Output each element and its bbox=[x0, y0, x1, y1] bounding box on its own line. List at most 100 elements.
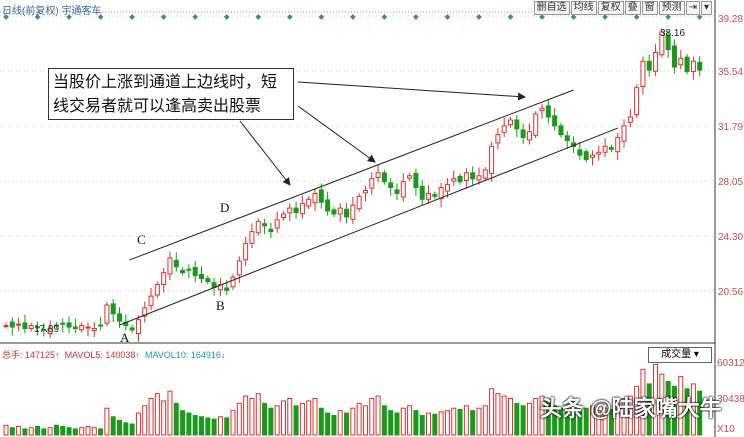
volume-bar bbox=[211, 418, 217, 436]
candle bbox=[173, 259, 179, 268]
volume-bar bbox=[571, 412, 577, 436]
candle bbox=[489, 145, 495, 174]
event-marker bbox=[129, 14, 135, 20]
candle bbox=[318, 189, 324, 203]
candle bbox=[41, 328, 47, 331]
volume-bar bbox=[552, 405, 558, 436]
volume-bar bbox=[167, 390, 173, 436]
volume-bar bbox=[280, 400, 286, 436]
volume-bar bbox=[249, 398, 255, 436]
volume-bar bbox=[318, 407, 324, 436]
point-d-label: D bbox=[220, 200, 230, 215]
toolbar-button-0[interactable]: 删自选 bbox=[533, 1, 570, 15]
toolbar-button-7[interactable]: ▾ bbox=[700, 1, 712, 15]
volume-bar bbox=[9, 427, 15, 436]
toolbar-button-4[interactable]: 窗 bbox=[641, 1, 658, 15]
candle bbox=[362, 189, 368, 194]
candle bbox=[438, 187, 444, 200]
candle bbox=[16, 323, 22, 326]
volume-bar bbox=[583, 407, 589, 436]
volume-bar bbox=[41, 428, 47, 436]
candle bbox=[671, 45, 677, 68]
candle bbox=[9, 321, 15, 328]
candle bbox=[659, 31, 665, 56]
event-marker bbox=[507, 14, 514, 20]
volume-bar bbox=[154, 393, 160, 436]
candle bbox=[545, 105, 551, 118]
volume-bar bbox=[350, 407, 356, 436]
candle bbox=[236, 260, 242, 276]
annotation-arrow bbox=[297, 81, 526, 101]
candle bbox=[684, 56, 690, 73]
volume-bar bbox=[362, 405, 368, 436]
volume-bar bbox=[444, 410, 450, 436]
candle bbox=[306, 198, 312, 207]
candle bbox=[192, 266, 198, 277]
candle bbox=[85, 326, 91, 329]
candle bbox=[539, 107, 545, 112]
candle bbox=[400, 181, 406, 198]
candle bbox=[621, 125, 627, 142]
y-tick-label: 35.54 bbox=[718, 67, 743, 78]
toolbar: 删自选 均线 复权叠窗预测 ⇥ ▾ bbox=[533, 1, 712, 15]
volume-bar bbox=[539, 395, 545, 436]
event-marker bbox=[602, 14, 608, 20]
volume-bar bbox=[653, 363, 659, 436]
point-b-label: B bbox=[216, 298, 225, 313]
candle bbox=[72, 326, 78, 330]
volume-bar bbox=[299, 402, 305, 436]
candle bbox=[91, 328, 97, 332]
mavol10: MAVOL10: 164916↓ bbox=[144, 350, 226, 360]
volume-bar bbox=[173, 402, 179, 436]
candle bbox=[167, 257, 173, 275]
volume-bar bbox=[520, 405, 526, 436]
candle bbox=[60, 322, 66, 325]
event-marker bbox=[3, 14, 9, 20]
candle bbox=[678, 57, 684, 66]
candle bbox=[653, 51, 659, 72]
volume-bar bbox=[407, 405, 413, 436]
candle bbox=[299, 203, 305, 215]
volume-bar bbox=[22, 428, 28, 436]
candle bbox=[79, 325, 85, 331]
watermark: 头条 @陆家嘴大牛 bbox=[540, 396, 722, 421]
event-marker bbox=[665, 14, 671, 20]
event-marker bbox=[570, 14, 577, 20]
candle bbox=[432, 194, 438, 197]
candle bbox=[508, 119, 514, 126]
volume-bar bbox=[117, 419, 123, 436]
volume-bar bbox=[470, 410, 476, 436]
event-marker bbox=[286, 14, 293, 20]
volume-bar bbox=[596, 410, 602, 436]
volume-bar bbox=[634, 385, 640, 436]
channel-lower-line bbox=[119, 127, 618, 326]
indicator-select[interactable]: 成交量 ▾ bbox=[648, 347, 712, 363]
volume-bar bbox=[671, 385, 677, 436]
event-marker bbox=[696, 14, 703, 20]
candle bbox=[495, 134, 501, 144]
toolbar-button-3[interactable]: 叠 bbox=[624, 1, 641, 15]
event-marker bbox=[192, 14, 199, 20]
toolbar-button-6[interactable]: ⇥ bbox=[685, 1, 700, 15]
volume-bar bbox=[129, 423, 135, 436]
candle bbox=[583, 151, 589, 161]
candle bbox=[451, 178, 457, 182]
event-marker bbox=[539, 14, 545, 20]
toolbar-button-1[interactable]: 均线 bbox=[570, 1, 597, 15]
volume-bar bbox=[533, 398, 539, 436]
candle bbox=[577, 149, 583, 156]
candle bbox=[608, 147, 614, 150]
candle bbox=[552, 115, 558, 127]
volume-bar bbox=[331, 415, 337, 436]
candle bbox=[274, 219, 280, 229]
candle bbox=[66, 322, 72, 328]
event-marker bbox=[223, 14, 230, 20]
candle bbox=[35, 326, 41, 329]
toolbar-button-2[interactable]: 复权 bbox=[597, 1, 624, 15]
toolbar-button-5[interactable]: 预测 bbox=[658, 1, 685, 15]
candle bbox=[564, 135, 570, 142]
candle bbox=[634, 87, 640, 116]
volume-bar bbox=[451, 407, 457, 436]
candle bbox=[470, 172, 476, 180]
candle bbox=[325, 199, 331, 212]
